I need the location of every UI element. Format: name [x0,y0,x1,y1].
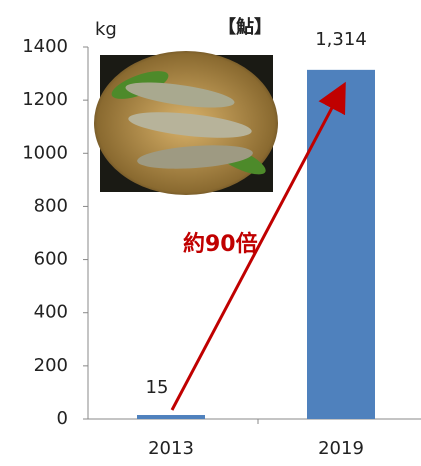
bar [137,415,205,419]
y-tick-label: 1400 [22,36,68,57]
x-tick-label: 2019 [318,438,364,459]
y-tick-label: 600 [34,249,68,270]
bar [307,69,375,419]
y-tick-label: 800 [34,195,68,216]
photo [94,51,278,195]
y-tick-label: 400 [34,302,68,323]
annotation: 約90倍 [183,231,258,257]
y-axis-unit: kg [95,19,117,40]
y-tick-label: 1200 [22,89,68,110]
chart-title: 【鮎】 [218,16,272,38]
y-tick-label: 0 [57,408,68,429]
x-tick-label: 2013 [148,438,194,459]
value-label: 1,314 [315,29,367,50]
y-tick-label: 200 [34,355,68,376]
growth-arrow [170,81,346,411]
value-label: 15 [146,377,169,398]
y-tick-label: 1000 [22,142,68,163]
